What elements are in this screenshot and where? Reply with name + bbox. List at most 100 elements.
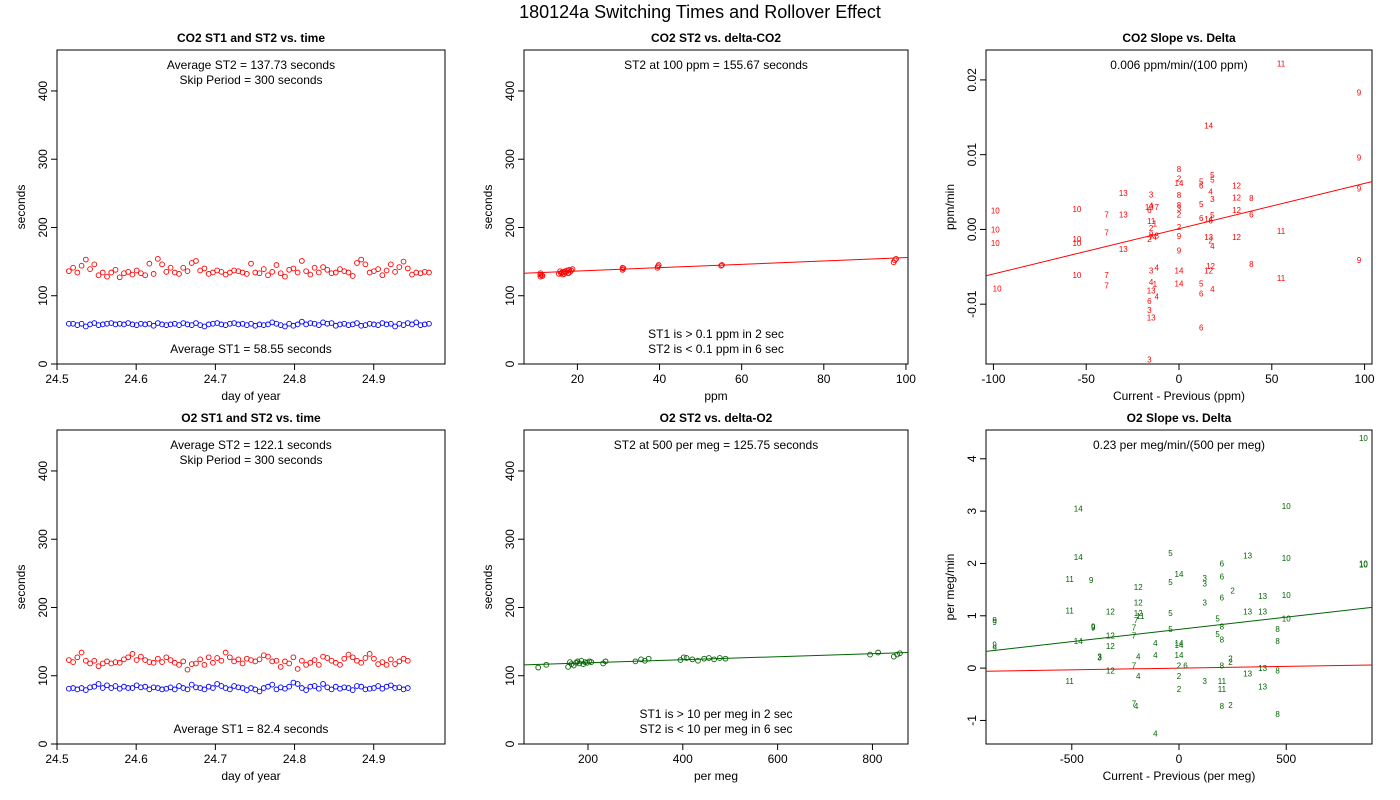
data-point-label: 9 bbox=[1091, 622, 1096, 631]
data-point-label: 10 bbox=[991, 239, 1000, 248]
x-tick-label: 24.8 bbox=[283, 752, 307, 766]
data-point-label: 8 bbox=[1220, 622, 1225, 631]
x-tick-label: 50 bbox=[1265, 372, 1279, 386]
data-point-label: 14 bbox=[1074, 637, 1083, 646]
y-tick-label: 400 bbox=[503, 81, 517, 101]
data-point bbox=[328, 320, 335, 326]
y-tick-label: 100 bbox=[36, 665, 50, 685]
data-point bbox=[404, 685, 411, 691]
panel-title: O2 Slope vs. Delta bbox=[1127, 411, 1232, 425]
data-point bbox=[154, 256, 161, 262]
data-point bbox=[632, 658, 639, 665]
x-tick-label: 40 bbox=[653, 372, 667, 386]
data-point-label: 6 bbox=[1220, 593, 1225, 602]
data-point bbox=[260, 322, 267, 328]
data-point bbox=[159, 659, 165, 665]
panel-o2-slope: O2 Slope vs. Delta-500 0 500-101234Current… bbox=[943, 411, 1373, 783]
data-point bbox=[129, 651, 136, 657]
data-point bbox=[354, 683, 360, 689]
annotation-bottom: ST2 is < 0.1 ppm in 6 sec bbox=[648, 342, 784, 356]
data-point-label: 10 bbox=[1359, 560, 1368, 569]
data-point-label: 9 bbox=[992, 644, 997, 653]
data-point bbox=[218, 268, 225, 275]
data-point-label: 14 bbox=[1204, 215, 1213, 224]
x-tick-label: 24.5 bbox=[45, 372, 69, 386]
data-point bbox=[307, 271, 314, 278]
data-point bbox=[349, 687, 356, 693]
data-point bbox=[188, 661, 195, 667]
data-point bbox=[602, 658, 609, 665]
data-point bbox=[277, 270, 284, 277]
data-point-label: 11 bbox=[1218, 685, 1227, 694]
data-point bbox=[167, 321, 174, 328]
data-point-label: 1 bbox=[1153, 219, 1158, 228]
data-point-label: 11 bbox=[1277, 227, 1286, 236]
data-point bbox=[201, 686, 208, 693]
data-point bbox=[95, 272, 102, 279]
x-axis-label: Current - Previous (per meg) bbox=[1103, 769, 1256, 783]
data-point bbox=[95, 663, 102, 670]
data-point bbox=[337, 321, 343, 328]
data-point-label: 8 bbox=[1149, 231, 1154, 240]
data-point bbox=[299, 318, 305, 325]
data-point bbox=[892, 257, 898, 264]
data-point bbox=[129, 685, 136, 691]
data-point bbox=[538, 272, 545, 279]
data-point bbox=[379, 272, 386, 279]
data-point bbox=[184, 268, 191, 275]
data-point-label: 5 bbox=[1199, 279, 1204, 288]
data-point bbox=[180, 658, 187, 665]
data-point bbox=[328, 686, 335, 693]
data-point bbox=[256, 688, 263, 695]
data-point bbox=[303, 268, 309, 275]
data-point bbox=[371, 321, 377, 328]
data-point-label: 2 bbox=[1228, 701, 1233, 710]
y-axis-label: seconds bbox=[14, 565, 28, 610]
data-point-label: 4 bbox=[1153, 651, 1158, 660]
data-point-label: 10 bbox=[1282, 614, 1291, 623]
x-axis-label: Current - Previous (ppm) bbox=[1113, 389, 1245, 403]
data-point bbox=[125, 654, 132, 661]
data-point bbox=[324, 655, 331, 661]
data-point bbox=[227, 654, 233, 661]
data-point bbox=[677, 657, 684, 663]
data-point-label: 7 bbox=[1132, 632, 1137, 641]
data-point bbox=[341, 655, 348, 662]
data-point bbox=[82, 687, 89, 693]
data-point-label: 2 bbox=[1177, 685, 1182, 694]
data-point bbox=[146, 260, 153, 267]
x-tick-label: 400 bbox=[673, 752, 693, 766]
data-point bbox=[375, 266, 381, 272]
x-tick-label: 600 bbox=[768, 752, 788, 766]
data-point bbox=[307, 683, 314, 690]
data-point-label: 14 bbox=[1175, 279, 1184, 288]
x-tick-label: 100 bbox=[1355, 372, 1375, 386]
data-point bbox=[243, 271, 250, 277]
data-point bbox=[66, 268, 72, 275]
y-tick-label: 200 bbox=[36, 217, 50, 237]
data-point bbox=[867, 651, 873, 658]
data-point-label: 2 bbox=[1177, 223, 1182, 232]
plot-frame bbox=[985, 429, 1373, 745]
data-point bbox=[235, 656, 242, 663]
panel-o2-time: O2 ST1 and ST2 vs. time 24.5 24.6 24.7 24.8 2… bbox=[14, 411, 446, 783]
data-point bbox=[366, 320, 373, 327]
y-axis-label: ppm/min bbox=[943, 184, 957, 230]
data-point bbox=[201, 265, 208, 272]
data-point bbox=[265, 653, 271, 660]
data-point-label: 13 bbox=[1243, 608, 1252, 617]
data-point bbox=[91, 657, 98, 664]
panel-co2-delta: CO2 ST2 vs. delta-CO2 20 40 60 80 100 0 100 200 3… bbox=[481, 31, 916, 403]
data-point bbox=[689, 656, 696, 663]
x-tick-label: 800 bbox=[862, 752, 882, 766]
data-point-label: 4 bbox=[1208, 187, 1213, 196]
data-point-label: 2 bbox=[1177, 662, 1182, 671]
data-point bbox=[683, 655, 690, 661]
data-point-label: 2 bbox=[1177, 672, 1182, 681]
data-point bbox=[383, 661, 390, 668]
data-point-label: 14 bbox=[1175, 570, 1184, 579]
data-point bbox=[112, 683, 119, 689]
data-point bbox=[619, 264, 626, 271]
data-point-label: 10 bbox=[1282, 554, 1291, 563]
